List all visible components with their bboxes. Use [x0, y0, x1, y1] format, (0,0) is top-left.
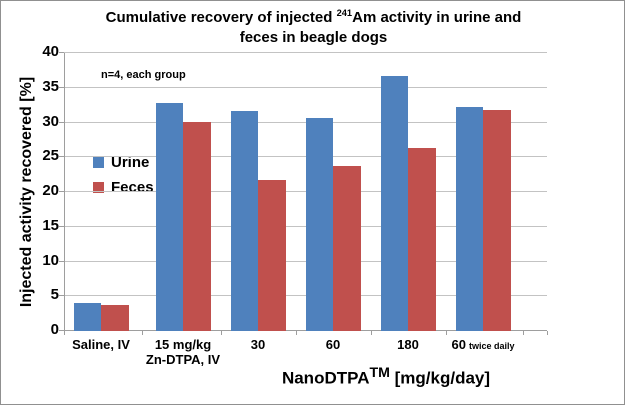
chart-title-line2: feces in beagle dogs: [239, 28, 388, 46]
x-category-label: 30: [203, 337, 313, 352]
x-tick: [547, 331, 548, 335]
bar-urine: [155, 103, 183, 331]
y-tick: [59, 156, 64, 158]
y-tick: [59, 191, 64, 192]
bar-feces: [258, 180, 286, 331]
y-tick-label: 20: [42, 182, 59, 199]
y-tick: [59, 52, 64, 53]
legend: Urine Feces: [93, 150, 154, 200]
x-tick: [370, 331, 372, 335]
y-tick-label: 35: [42, 77, 59, 95]
x-tick: [220, 331, 222, 335]
gridline: [64, 52, 547, 53]
x-label-suffix: twice daily: [468, 341, 515, 351]
legend-label-urine: Urine: [111, 154, 150, 171]
x-category-label: 60: [278, 337, 388, 352]
x-tick: [64, 331, 65, 335]
bar-feces: [333, 165, 361, 331]
y-tick: [59, 225, 64, 227]
y-tick-label: 5: [50, 286, 59, 304]
x-label-line2: Zn-DTPA, IV: [145, 352, 221, 367]
y-tick: [59, 121, 64, 123]
x-tick: [445, 331, 447, 335]
isotope-superscript: 241: [336, 8, 353, 18]
x-label-text: 180: [397, 337, 419, 352]
x-axis-brand: NanoDTPA: [281, 368, 370, 388]
bar-urine: [380, 75, 408, 331]
x-category-label: 15 mg/kg Zn-DTPA, IV: [128, 337, 238, 367]
legend-item-feces: Feces: [93, 175, 154, 200]
x-category-label: 180: [353, 337, 463, 352]
legend-label-feces: Feces: [111, 179, 154, 196]
bar-urine: [305, 118, 333, 331]
trademark-superscript: TM: [369, 365, 390, 381]
x-label-text: 60: [325, 337, 341, 352]
x-label-text: 60: [451, 337, 466, 352]
x-tick: [295, 331, 297, 335]
bar-urine: [73, 303, 101, 331]
x-label-text: Saline, IV: [72, 337, 130, 352]
y-axis-line: [64, 53, 65, 332]
feces-swatch-icon: [93, 182, 104, 193]
y-tick: [59, 260, 64, 262]
chart-title-text: Cumulative recovery of injected: [105, 9, 337, 26]
x-axis-title: NanoDTPATM [mg/kg/day]: [251, 365, 521, 389]
y-tick-label: 30: [42, 112, 59, 130]
legend-item-urine: Urine: [93, 150, 154, 175]
x-tick: [142, 331, 143, 335]
x-tick: [523, 331, 524, 335]
y-tick: [59, 330, 64, 331]
y-tick-label: 15: [42, 216, 59, 234]
chart-title-text2: Am activity in urine and: [352, 9, 522, 26]
sample-size-annotation: n=4, each group: [101, 69, 186, 81]
bar-feces: [183, 121, 211, 331]
chart-title: Cumulative recovery of injected 241Am ac…: [1, 7, 624, 47]
bar-urine: [230, 111, 258, 331]
y-tick-label: 40: [42, 43, 59, 60]
y-tick-label: 10: [42, 251, 59, 269]
bar-feces: [408, 148, 436, 331]
y-tick: [59, 86, 64, 88]
bar-urine: [455, 107, 483, 331]
y-tick-label: 0: [50, 321, 59, 338]
gridline: [64, 86, 547, 88]
chart-title-line1: Cumulative recovery of injected 241Am ac…: [1, 7, 624, 28]
x-category-label: 60 twice daily: [428, 337, 538, 354]
bar-feces: [101, 304, 129, 331]
y-tick-label: 25: [42, 147, 59, 165]
x-axis-unit: [mg/kg/day]: [389, 368, 491, 388]
bar-feces: [483, 109, 511, 331]
x-label-text: 15 mg/kg: [154, 337, 212, 352]
x-label-text: 30: [250, 337, 266, 352]
urine-swatch-icon: [93, 157, 104, 168]
x-category-label: Saline, IV: [46, 337, 156, 352]
y-tick: [59, 295, 64, 297]
